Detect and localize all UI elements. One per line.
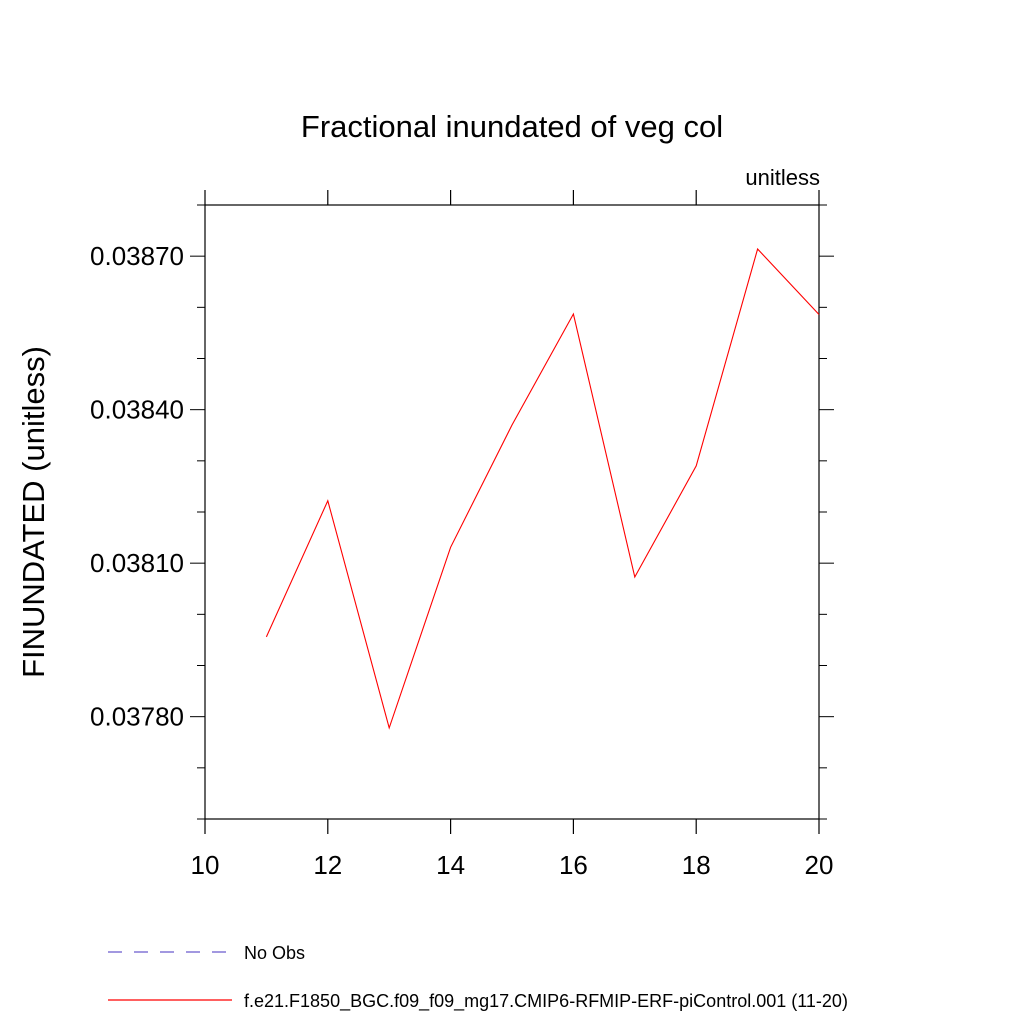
chart-title: Fractional inundated of veg col bbox=[301, 109, 723, 144]
tick-labels: 10 12 14 16 18 20 0.03780 0.03810 0.03840 0.03870 bbox=[90, 241, 833, 880]
y-tick-label: 0.03780 bbox=[90, 702, 184, 732]
y-tick-label: 0.03870 bbox=[90, 241, 184, 271]
axis-ticks bbox=[190, 190, 834, 834]
y-tick-label: 0.03840 bbox=[90, 395, 184, 425]
series-line bbox=[265, 247, 820, 730]
x-tick-label: 16 bbox=[559, 850, 588, 880]
y-tick-label: 0.03810 bbox=[90, 548, 184, 578]
legend-label-series: f.e21.F1850_BGC.f09_f09_mg17.CMIP6-RFMIP… bbox=[244, 991, 848, 1012]
x-tick-label: 14 bbox=[436, 850, 465, 880]
x-tick-label: 18 bbox=[682, 850, 711, 880]
y-axis-label: FINUNDATED (unitless) bbox=[16, 346, 51, 678]
legend-label-no-obs: No Obs bbox=[244, 943, 305, 963]
x-tick-label: 20 bbox=[805, 850, 834, 880]
plot-frame bbox=[204, 204, 820, 820]
legend: No Obs f.e21.F1850_BGC.f09_f09_mg17.CMIP… bbox=[108, 943, 848, 1012]
units-label: unitless bbox=[745, 165, 820, 190]
series-lines bbox=[265, 247, 820, 730]
x-tick-label: 12 bbox=[313, 850, 342, 880]
x-tick-label: 10 bbox=[191, 850, 220, 880]
